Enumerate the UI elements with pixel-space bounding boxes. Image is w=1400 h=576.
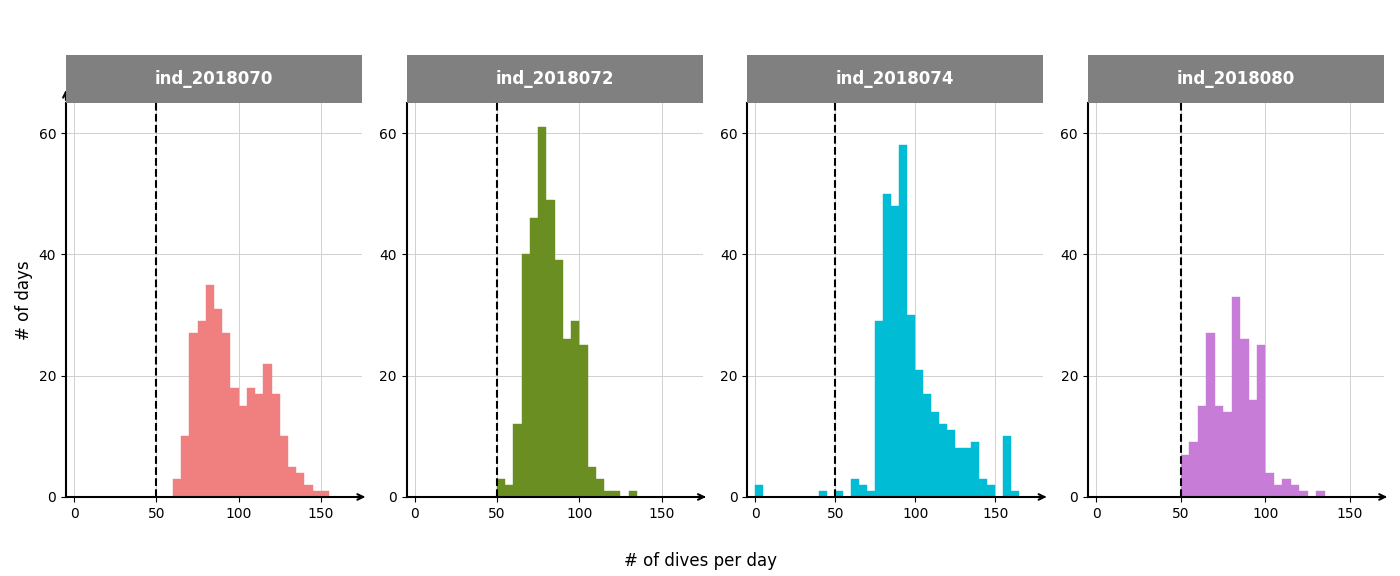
FancyBboxPatch shape <box>66 55 363 103</box>
Bar <box>1011 491 1019 497</box>
Text: ind_2018072: ind_2018072 <box>496 70 613 88</box>
Bar <box>916 370 923 497</box>
Bar <box>1004 436 1011 497</box>
Bar <box>514 424 522 497</box>
Bar <box>1180 454 1190 497</box>
Bar <box>596 479 603 497</box>
FancyBboxPatch shape <box>1088 55 1385 103</box>
Bar <box>603 491 612 497</box>
Bar <box>851 479 860 497</box>
Bar <box>1249 400 1257 497</box>
Bar <box>206 285 214 497</box>
Bar <box>588 467 596 497</box>
Bar <box>907 315 916 497</box>
Bar <box>972 442 979 497</box>
Bar <box>867 491 875 497</box>
Bar <box>288 467 297 497</box>
Bar <box>1316 491 1324 497</box>
Bar <box>255 394 263 497</box>
Text: ind_2018070: ind_2018070 <box>155 70 273 88</box>
Bar <box>1257 346 1266 497</box>
Bar <box>214 309 223 497</box>
Text: ind_2018080: ind_2018080 <box>1177 70 1295 88</box>
Bar <box>1198 406 1207 497</box>
Bar <box>312 491 321 497</box>
Bar <box>563 339 571 497</box>
Bar <box>231 388 238 497</box>
Bar <box>1299 491 1308 497</box>
Bar <box>223 334 231 497</box>
Bar <box>280 436 288 497</box>
Bar <box>836 491 843 497</box>
Bar <box>1190 442 1198 497</box>
Bar <box>979 479 987 497</box>
Bar <box>1224 412 1232 497</box>
Bar <box>819 491 827 497</box>
Bar <box>629 491 637 497</box>
Bar <box>272 394 280 497</box>
Bar <box>546 200 554 497</box>
Bar <box>1207 334 1215 497</box>
Text: ind_2018074: ind_2018074 <box>836 70 955 88</box>
Bar <box>987 485 995 497</box>
Bar <box>955 449 963 497</box>
Y-axis label: # of days: # of days <box>15 260 34 340</box>
Bar <box>883 194 892 497</box>
Bar <box>189 334 197 497</box>
Bar <box>923 394 931 497</box>
Bar <box>1240 339 1249 497</box>
Bar <box>1215 406 1224 497</box>
Bar <box>172 479 181 497</box>
Bar <box>875 321 883 497</box>
Bar <box>1274 485 1282 497</box>
Bar <box>321 491 329 497</box>
FancyBboxPatch shape <box>748 55 1043 103</box>
Bar <box>963 449 972 497</box>
Bar <box>899 145 907 497</box>
Bar <box>554 260 563 497</box>
Bar <box>538 127 546 497</box>
Bar <box>892 206 899 497</box>
Bar <box>304 485 312 497</box>
Bar <box>497 479 505 497</box>
Bar <box>1291 485 1299 497</box>
Bar <box>1266 473 1274 497</box>
Bar <box>238 406 246 497</box>
Bar <box>580 346 588 497</box>
Bar <box>1232 297 1240 497</box>
Bar <box>612 491 620 497</box>
Bar <box>181 436 189 497</box>
Bar <box>755 485 763 497</box>
Bar <box>939 424 948 497</box>
Bar <box>197 321 206 497</box>
Bar <box>263 363 272 497</box>
Bar <box>522 255 531 497</box>
Bar <box>931 412 939 497</box>
Bar <box>297 473 304 497</box>
Bar <box>860 485 867 497</box>
Bar <box>505 485 514 497</box>
Bar <box>246 388 255 497</box>
Text: # of dives per day: # of dives per day <box>623 552 777 570</box>
Bar <box>948 430 955 497</box>
Bar <box>531 218 538 497</box>
Bar <box>1282 479 1291 497</box>
Bar <box>571 321 580 497</box>
FancyBboxPatch shape <box>406 55 703 103</box>
